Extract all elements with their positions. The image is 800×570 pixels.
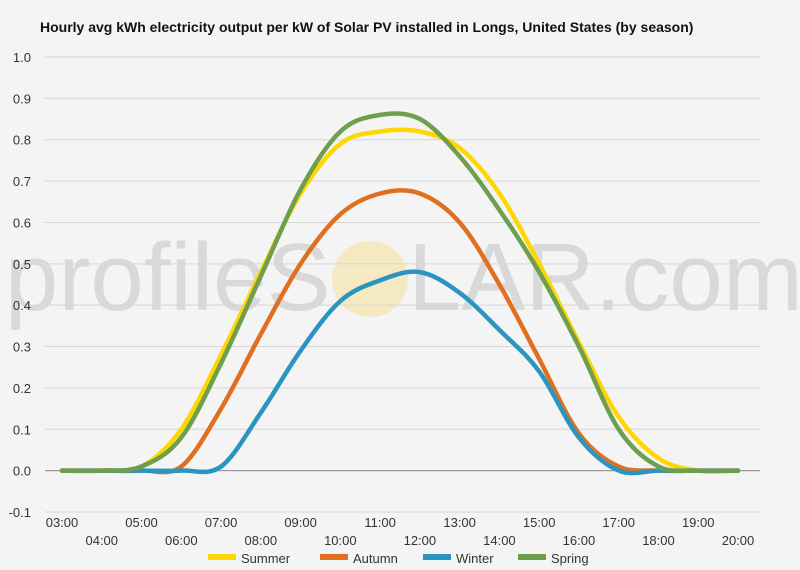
x-tick-label: 18:00 (642, 533, 675, 548)
x-tick-label: 04:00 (85, 533, 118, 548)
series-lines (59, 111, 741, 476)
x-tick-label: 15:00 (523, 515, 556, 530)
legend-label-autumn: Autumn (353, 551, 398, 566)
x-tick-label: 07:00 (205, 515, 238, 530)
x-axis-ticks: 03:00 04:00 05:00 06:00 07:00 08:00 09:00 10:00… (46, 515, 755, 548)
x-tick-label: 11:00 (364, 515, 396, 530)
legend-swatch-autumn (320, 554, 348, 560)
y-tick-label: -0.1 (9, 505, 31, 520)
y-tick-label: 0.8 (13, 133, 31, 148)
y-tick-label: 0.4 (13, 298, 31, 313)
legend-swatch-spring (518, 554, 546, 560)
legend-label-spring: Spring (551, 551, 589, 566)
y-tick-label: 0.2 (13, 381, 31, 396)
chart-title: Hourly avg kWh electricity output per kW… (40, 19, 694, 35)
x-tick-label: 09:00 (284, 515, 317, 530)
y-tick-label: 1.0 (13, 50, 31, 65)
y-tick-label: 0.0 (13, 464, 31, 479)
legend-swatch-winter (423, 554, 451, 560)
x-tick-label: 20:00 (722, 533, 755, 548)
series-line-autumn (59, 188, 741, 475)
x-tick-label: 16:00 (563, 533, 596, 548)
x-tick-label: 13:00 (443, 515, 476, 530)
legend-label-winter: Winter (456, 551, 494, 566)
x-tick-label: 03:00 (46, 515, 79, 530)
legend: Summer Autumn Winter Spring (208, 551, 589, 566)
series-line-winter (59, 269, 741, 476)
y-axis-ticks: 1.0 0.9 0.8 0.7 0.6 0.5 0.4 0.3 0.2 0.1 0.0 -0.1 (9, 50, 31, 520)
x-tick-label: 14:00 (483, 533, 516, 548)
series-line-summer (59, 127, 741, 474)
watermark-text-left: profileS (5, 224, 331, 331)
x-tick-label: 10:00 (324, 533, 357, 548)
y-tick-label: 0.7 (13, 174, 31, 189)
legend-label-summer: Summer (241, 551, 291, 566)
y-tick-label: 0.9 (13, 91, 31, 106)
y-tick-label: 0.5 (13, 257, 31, 272)
legend-swatch-summer (208, 554, 236, 560)
watermark-text-right: LAR.com (408, 224, 800, 331)
y-tick-label: 0.6 (13, 215, 31, 230)
watermark-sun-icon (332, 241, 408, 317)
x-tick-label: 17:00 (602, 515, 635, 530)
x-tick-label: 19:00 (682, 515, 715, 530)
series-line-spring (59, 111, 741, 474)
x-tick-label: 08:00 (245, 533, 278, 548)
y-tick-label: 0.3 (13, 340, 31, 355)
y-tick-label: 0.1 (13, 422, 31, 437)
x-tick-label: 06:00 (165, 533, 198, 548)
x-tick-label: 05:00 (125, 515, 158, 530)
watermark: profileS LAR.com (5, 224, 800, 331)
x-tick-label: 12:00 (404, 533, 437, 548)
